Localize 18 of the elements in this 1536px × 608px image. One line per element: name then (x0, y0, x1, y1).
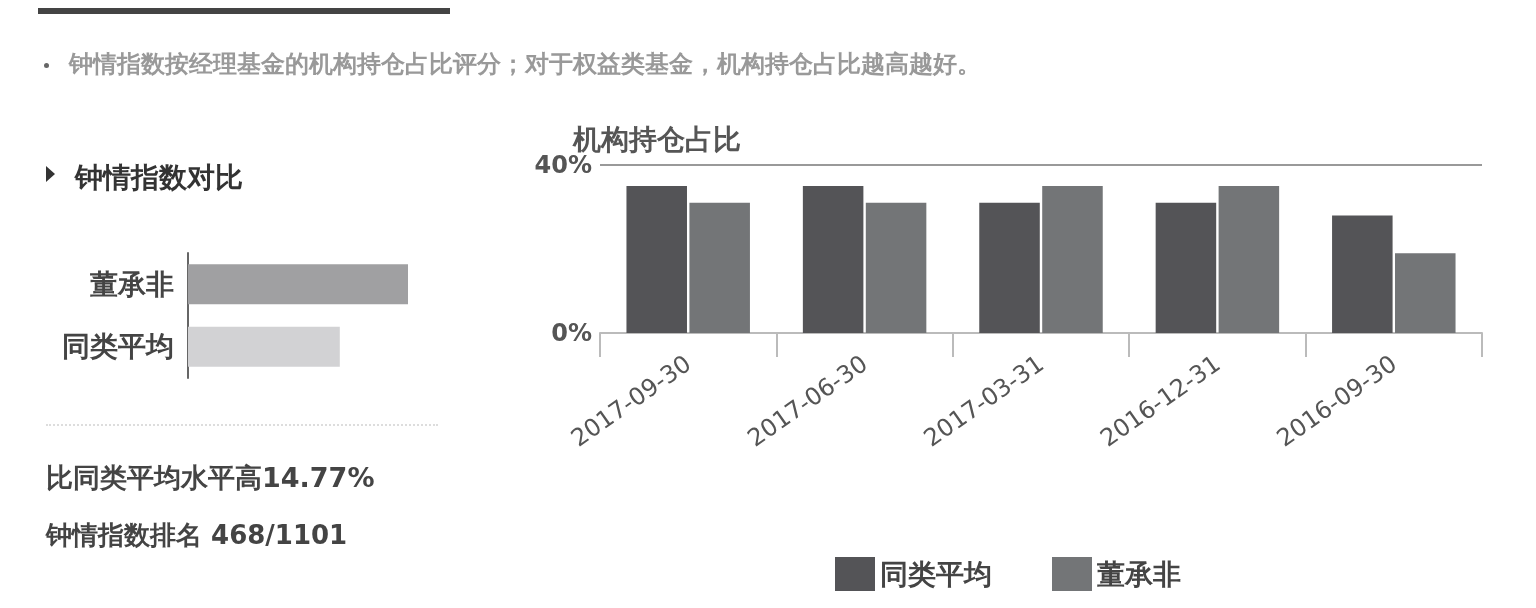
legend-label: 董承非 (1096, 557, 1181, 591)
y-tick-label: 0% (551, 319, 592, 347)
bar (1155, 202, 1217, 333)
bar (1218, 186, 1280, 333)
bar (1332, 215, 1393, 333)
bar (1395, 253, 1456, 333)
chart-title: 钟情指数对比 (74, 160, 243, 194)
chart-title: 机构持仓占比 (572, 122, 741, 156)
bar (689, 202, 750, 333)
bar (1042, 186, 1103, 333)
bar (865, 202, 927, 333)
text: 钟情指数排名 468/1101 (46, 519, 348, 552)
text: 比同类平均水平高14.77% (46, 461, 375, 495)
bar (626, 186, 687, 333)
text: 钟情指数按经理基金的机构持仓占比评分；对于权益类基金，机构持仓占比越高越好。 (69, 50, 981, 78)
legend-label: 同类平均 (880, 557, 992, 591)
bar (979, 202, 1040, 333)
bar (802, 186, 864, 333)
